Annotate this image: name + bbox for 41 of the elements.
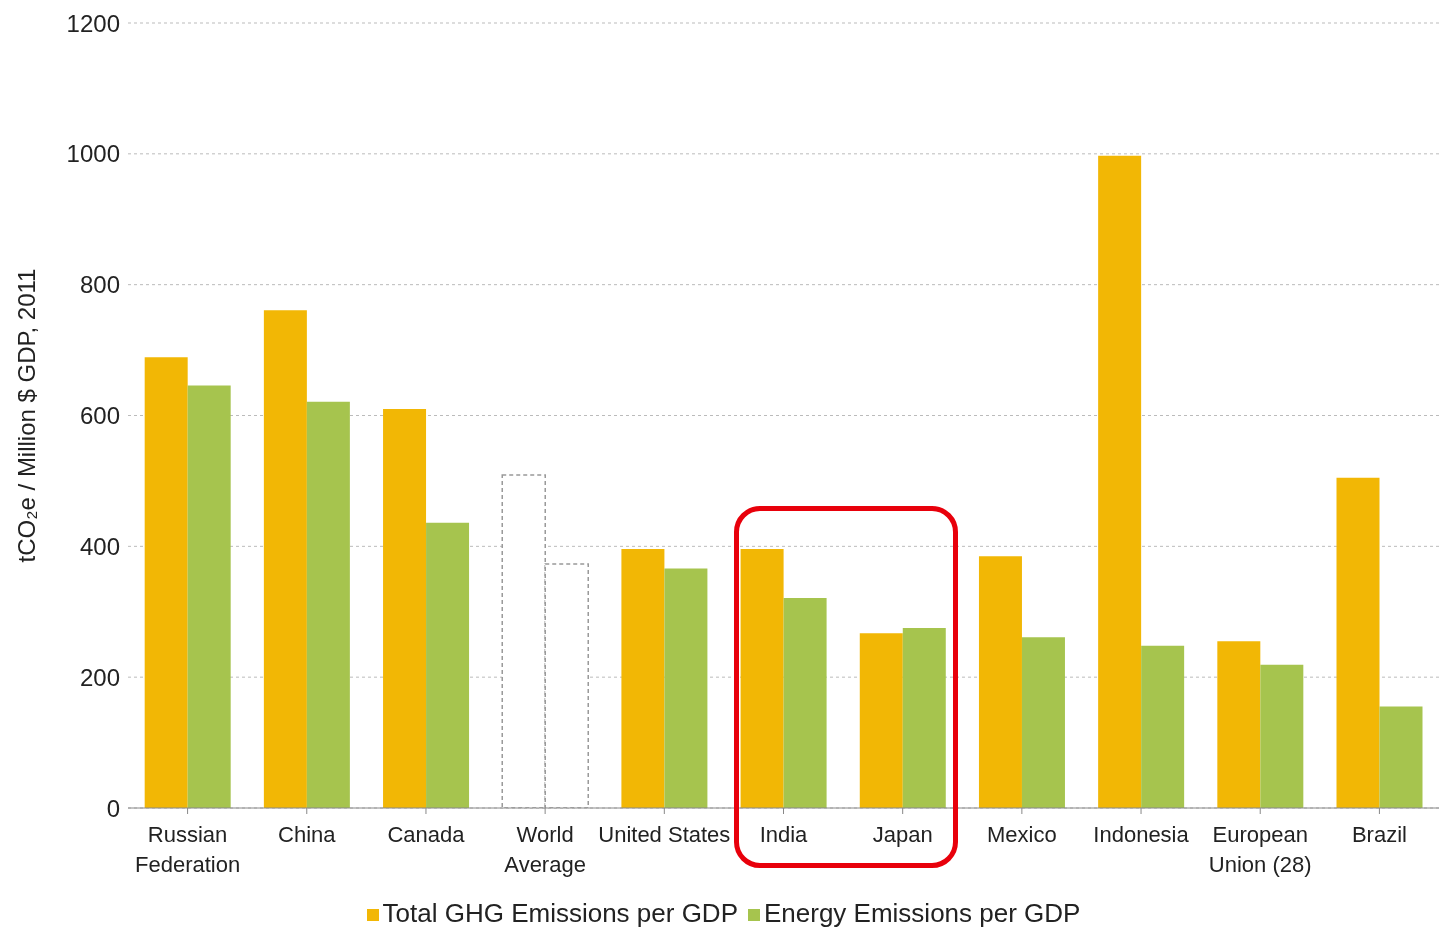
bar: [978, 556, 1022, 808]
y-tick-label: 1200: [66, 9, 120, 37]
bar: [1098, 155, 1142, 808]
legend-label: Total GHG Emissions per GDP: [382, 898, 738, 928]
bar: [664, 568, 708, 808]
bar: [263, 310, 307, 808]
bar: [383, 408, 427, 808]
y-tick-label: 0: [106, 794, 120, 822]
y-tick-label: 800: [79, 271, 120, 299]
x-tick-label: European Union (28): [1208, 822, 1312, 877]
bar: [306, 401, 350, 808]
bar: [1217, 641, 1261, 808]
y-axis-title: tCO₂e / Million $ GDP, 2011: [12, 268, 40, 563]
x-tick-label: Russian Federation: [135, 822, 241, 877]
legend-label: Energy Emissions per GDP: [763, 898, 1081, 928]
y-tick-label: 200: [79, 663, 120, 691]
bar: [859, 633, 903, 808]
bar: [426, 522, 470, 808]
bar: [144, 357, 188, 808]
bar: [1336, 477, 1380, 808]
x-tick-label: Indonesia: [1093, 822, 1190, 847]
bar: [740, 548, 784, 808]
x-tick-label: World Average: [504, 822, 586, 877]
bar: [187, 385, 231, 808]
bar: [1379, 706, 1423, 808]
bar: [621, 548, 665, 808]
bar: [1260, 664, 1304, 808]
bar: [1021, 637, 1065, 808]
bar: [783, 598, 827, 808]
y-tick-label: 600: [79, 402, 120, 430]
x-tick-label: Japan: [872, 822, 933, 847]
y-tick-label: 400: [79, 532, 120, 560]
x-tick-label: Mexico: [987, 822, 1057, 847]
y-tick-label: 1000: [66, 140, 120, 168]
x-tick-label: Canada: [387, 822, 466, 847]
x-tick-label: United States: [598, 822, 731, 847]
bar: [1141, 645, 1185, 808]
x-tick-label: Brazil: [1351, 822, 1407, 847]
x-tick-label: India: [759, 822, 809, 847]
x-tick-label: China: [278, 822, 337, 847]
bar: [902, 628, 946, 808]
